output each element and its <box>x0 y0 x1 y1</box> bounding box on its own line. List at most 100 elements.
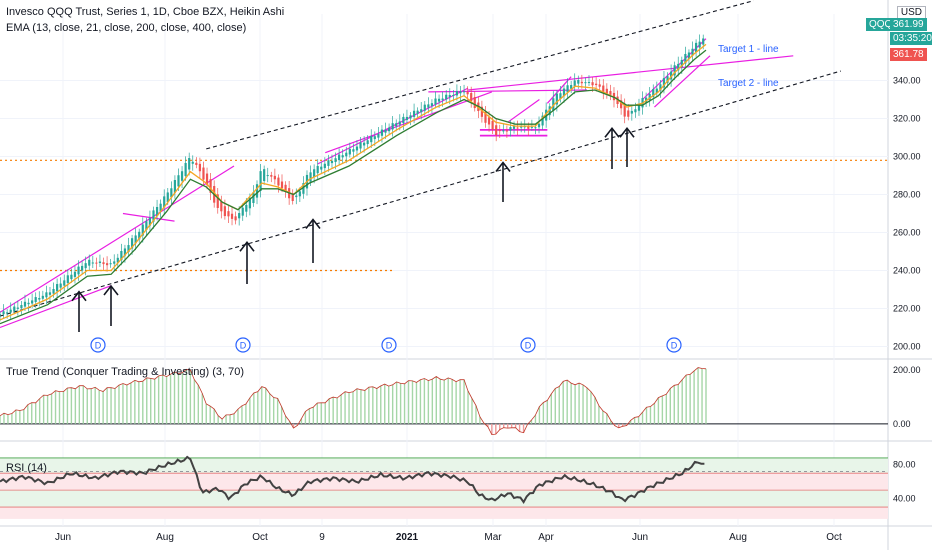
candle-body <box>384 129 387 133</box>
trend-line <box>325 91 493 154</box>
candle-body <box>452 94 455 97</box>
candle-body <box>41 295 44 299</box>
countdown-tag: 03:35:20 <box>890 32 932 45</box>
candle-body <box>134 235 137 244</box>
candle-body <box>245 204 248 212</box>
dividend-label: D <box>240 341 247 351</box>
candle-body <box>363 142 366 146</box>
candle-body <box>480 106 484 117</box>
time-tick-label: 9 <box>319 532 325 543</box>
candle-body <box>637 104 641 111</box>
trend-line <box>507 99 540 123</box>
candle-body <box>230 213 234 219</box>
candle-body <box>20 305 23 309</box>
candle-body <box>630 110 633 114</box>
candle-body <box>16 307 19 309</box>
candle-body <box>334 158 337 163</box>
support-arrow <box>103 284 119 326</box>
candle-body <box>255 184 259 198</box>
rsi-tick-label: 80.00 <box>893 460 916 470</box>
candle-body <box>352 149 355 152</box>
candle-body <box>462 91 466 93</box>
dividend-label: D <box>671 341 678 351</box>
rsi-upper-zone <box>0 457 888 474</box>
time-tick-label: Oct <box>252 532 268 543</box>
dividend-marker: D <box>666 337 682 353</box>
time-tick-label: Apr <box>538 532 554 543</box>
candle-body <box>509 127 512 131</box>
candle-body <box>0 314 2 316</box>
candle-body <box>188 158 191 170</box>
ema-legend: EMA (13, close, 21, close, 200, close, 4… <box>6 22 247 34</box>
candle-body <box>81 265 84 271</box>
candle-body <box>120 251 123 261</box>
candle-body <box>523 126 526 128</box>
candle-body <box>63 280 66 286</box>
candle-body <box>666 76 669 83</box>
candle-body <box>669 71 673 80</box>
true-trend-line <box>0 367 707 436</box>
trend-line <box>467 55 794 91</box>
candle-body <box>145 221 148 231</box>
candle-body <box>534 127 537 129</box>
last-price-tag: 361.99 <box>890 18 927 31</box>
candle-body <box>412 110 416 117</box>
candle-body <box>205 173 209 185</box>
candle-body <box>155 207 159 217</box>
candle-body <box>437 98 441 102</box>
dividend-circle <box>381 337 397 353</box>
candle-body <box>159 203 162 212</box>
candle-body <box>170 188 173 198</box>
candle-body <box>109 263 112 265</box>
candle-body <box>6 312 9 314</box>
dividend-marker: D <box>381 337 397 353</box>
channel-upper-dashed <box>206 0 754 150</box>
candle-body <box>298 191 301 197</box>
rsi-mid-lower-zone <box>0 490 888 508</box>
candle-body <box>698 41 701 48</box>
candle-body <box>191 161 194 164</box>
candle-body <box>259 171 262 191</box>
candle-body <box>302 183 305 194</box>
ema13-line <box>0 43 707 321</box>
rsi-lower-zone <box>0 507 888 519</box>
candle-body <box>495 125 498 136</box>
true-trend-legend: True Trend (Conquer Trading & Investing)… <box>6 366 245 378</box>
rsi-pane <box>0 455 888 519</box>
candle-body <box>66 275 69 283</box>
secondary-price-tag: 361.78 <box>890 48 927 61</box>
candle-body <box>27 302 30 305</box>
candle-body <box>405 116 409 120</box>
candle-body <box>138 231 141 240</box>
candle-body <box>548 106 551 116</box>
candle-body <box>266 175 269 177</box>
candle-body <box>387 127 391 132</box>
candle-body <box>502 130 505 132</box>
candle-body <box>491 120 494 130</box>
candle-body <box>180 171 184 181</box>
time-tick-label: Jun <box>632 532 648 543</box>
candle-body <box>573 80 576 87</box>
candle-body <box>252 192 255 204</box>
candle-body <box>56 284 59 292</box>
candle-body <box>313 169 316 178</box>
candle-body <box>130 238 134 249</box>
candle-body <box>355 146 359 151</box>
candle-body <box>470 93 473 101</box>
candle-body <box>609 91 612 95</box>
candle-body <box>227 211 230 217</box>
candle-body <box>263 169 266 182</box>
candle-body <box>202 167 205 180</box>
candle-body <box>684 53 687 64</box>
candle-body <box>605 88 608 94</box>
candle-body <box>648 93 651 101</box>
candle-body <box>662 78 666 88</box>
candle-body <box>73 271 77 277</box>
price-axis: 200.00 220.00 240.00 260.00 280.00 300.00 320.… <box>893 76 921 504</box>
candle-body <box>441 98 444 101</box>
dividend-marker: D <box>90 337 106 353</box>
candle-body <box>152 210 155 222</box>
price-tick-label: 300.00 <box>893 152 921 162</box>
trend-line <box>546 76 572 104</box>
